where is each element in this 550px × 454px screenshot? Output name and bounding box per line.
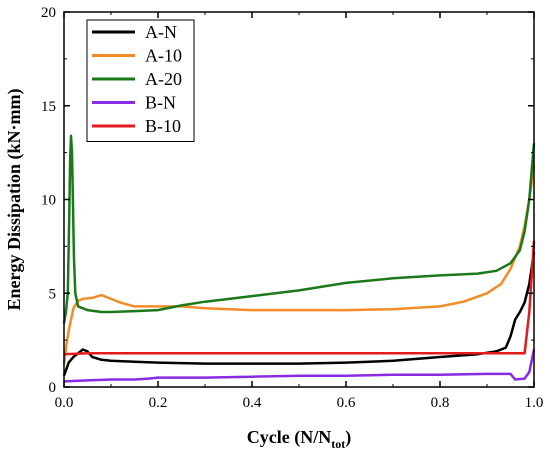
y-tick-label: 10 bbox=[41, 193, 56, 209]
legend-label-a-10: A-10 bbox=[145, 46, 182, 66]
y-tick-label: 20 bbox=[41, 5, 56, 21]
y-tick-label: 15 bbox=[41, 99, 56, 115]
x-tick-label: 0.2 bbox=[149, 395, 168, 411]
legend-label-b-10: B-10 bbox=[145, 116, 181, 136]
x-axis-title-subscript: tot bbox=[331, 437, 345, 451]
ticks-layer: 0.0 0.2 0.4 0.6 0.8 1.0 0 5 10 15 20 bbox=[41, 5, 543, 411]
x-tick-label: 0.0 bbox=[55, 395, 74, 411]
legend-label-a-n: A-N bbox=[145, 22, 177, 42]
x-axis-title: Cycle (N/Ntot) bbox=[247, 427, 351, 451]
series-line-b-n bbox=[63, 349, 536, 383]
series-layer bbox=[62, 134, 536, 383]
x-tick-label: 0.6 bbox=[337, 395, 356, 411]
legend-box bbox=[86, 19, 195, 142]
series-line-a-n bbox=[62, 251, 536, 377]
series-line-a-10 bbox=[62, 165, 536, 365]
y-tick-label: 5 bbox=[49, 286, 57, 302]
x-axis-title-close: ) bbox=[345, 427, 351, 448]
x-axis-title-main: Cycle (N/N bbox=[247, 427, 331, 448]
series-line-b-10 bbox=[63, 240, 536, 356]
legend-label-b-n: B-N bbox=[145, 93, 176, 113]
x-tick-label: 0.8 bbox=[431, 395, 450, 411]
x-tick-label: 1.0 bbox=[525, 395, 544, 411]
y-axis-title: Energy Dissipation (kN·mm) bbox=[4, 88, 25, 310]
x-tick-label: 0.4 bbox=[243, 395, 262, 411]
series-line-a-20 bbox=[62, 134, 536, 324]
legend-label-a-20: A-20 bbox=[145, 69, 182, 89]
legend: A-N A-10 A-20 B-N B-10 bbox=[86, 19, 195, 142]
y-tick-label: 0 bbox=[49, 380, 57, 396]
